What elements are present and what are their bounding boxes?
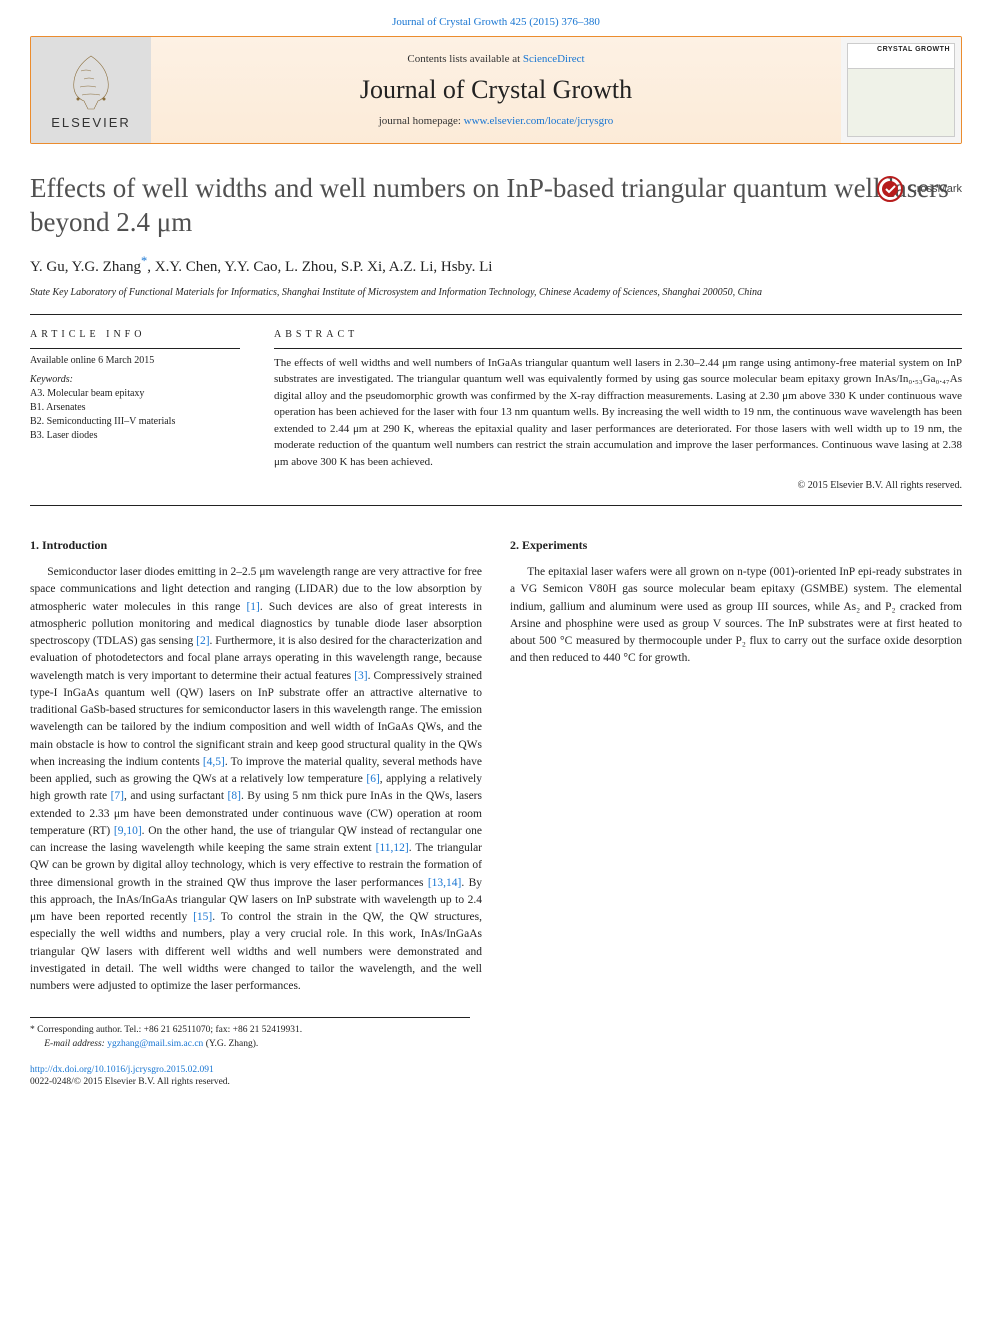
section-head-intro: 1. Introduction — [30, 536, 482, 554]
body-columns: 1. Introduction Semiconductor laser diod… — [30, 536, 962, 995]
crossmark-icon — [877, 176, 903, 202]
section-experiments: 2. Experiments The epitaxial laser wafer… — [510, 536, 962, 668]
ref-link[interactable]: [2] — [196, 635, 209, 647]
elsevier-tree-icon — [56, 51, 126, 111]
journal-banner: ELSEVIER Contents lists available at Sci… — [30, 36, 962, 144]
paragraph: The epitaxial laser wafers were all grow… — [510, 564, 962, 668]
crossmark-badge[interactable]: CrossMark — [877, 176, 962, 202]
article-info-col: ARTICLE INFO Available online 6 March 20… — [30, 329, 240, 492]
abstract-copyright: © 2015 Elsevier B.V. All rights reserved… — [274, 480, 962, 491]
publisher-logo-box: ELSEVIER — [31, 37, 151, 143]
ref-link[interactable]: [13,14] — [428, 877, 462, 889]
header-citation: Journal of Crystal Growth 425 (2015) 376… — [0, 0, 992, 36]
doi-link[interactable]: http://dx.doi.org/10.1016/j.jcrysgro.201… — [30, 1065, 214, 1075]
ref-link[interactable]: [3] — [354, 670, 367, 682]
sciencedirect-link[interactable]: ScienceDirect — [523, 53, 585, 65]
email-tail: (Y.G. Zhang). — [203, 1039, 258, 1049]
ref-link[interactable]: [15] — [193, 911, 212, 923]
doi-line: http://dx.doi.org/10.1016/j.jcrysgro.201… — [30, 1065, 962, 1075]
email-link[interactable]: ygzhang@mail.sim.ac.cn — [107, 1039, 203, 1049]
authors-rest: , X.Y. Chen, Y.Y. Cao, L. Zhou, S.P. Xi,… — [147, 259, 492, 275]
article-title: Effects of well widths and well numbers … — [30, 172, 962, 240]
author-lead: Y. Gu, Y.G. Zhang — [30, 259, 141, 275]
abstract-head: ABSTRACT — [274, 329, 962, 340]
ref-link[interactable]: [8] — [228, 790, 241, 802]
cover-brand-text: CRYSTAL GROWTH — [847, 43, 955, 69]
article-info-rule — [30, 348, 240, 349]
ref-link[interactable]: [1] — [246, 601, 259, 613]
text-run: , and using surfactant — [124, 790, 228, 802]
section-intro: 1. Introduction Semiconductor laser diod… — [30, 536, 482, 995]
keyword: B3. Laser diodes — [30, 429, 240, 443]
crossmark-label: CrossMark — [909, 183, 962, 195]
paragraph: Semiconductor laser diodes emitting in 2… — [30, 564, 482, 995]
elsevier-logo: ELSEVIER — [51, 51, 131, 130]
abstract-rule — [274, 348, 962, 349]
homepage-label: journal homepage: — [379, 115, 464, 127]
homepage-link[interactable]: www.elsevier.com/locate/jcrysgro — [464, 115, 614, 127]
meta-row: ARTICLE INFO Available online 6 March 20… — [30, 315, 962, 507]
article-info-head: ARTICLE INFO — [30, 329, 240, 340]
text-run: . Compressively strained type-I InGaAs q… — [30, 670, 482, 768]
available-online: Available online 6 March 2015 — [30, 355, 240, 366]
keyword: A3. Molecular beam epitaxy — [30, 387, 240, 401]
ref-link[interactable]: [9,10] — [114, 825, 142, 837]
elsevier-wordmark: ELSEVIER — [51, 115, 131, 130]
text-run: . To control the strain in the QW, the Q… — [30, 911, 482, 992]
ref-link[interactable]: [11,12] — [376, 842, 409, 854]
banner-center: Contents lists available at ScienceDirec… — [151, 37, 841, 143]
journal-homepage-line: journal homepage: www.elsevier.com/locat… — [379, 115, 614, 127]
ref-link[interactable]: [6] — [366, 773, 379, 785]
abstract-text: The effects of well widths and well numb… — [274, 355, 962, 471]
keyword: B2. Semiconducting III–V materials — [30, 415, 240, 429]
keywords-label: Keywords: — [30, 374, 240, 385]
corresponding-note: * Corresponding author. Tel.: +86 21 625… — [30, 1024, 470, 1037]
header-citation-link[interactable]: Journal of Crystal Growth 425 (2015) 376… — [392, 16, 600, 28]
email-label: E-mail address: — [44, 1039, 107, 1049]
keyword: B1. Arsenates — [30, 401, 240, 415]
contents-lists-text: Contents lists available at — [407, 53, 522, 65]
section-head-experiments: 2. Experiments — [510, 536, 962, 554]
contents-lists-line: Contents lists available at ScienceDirec… — [407, 53, 584, 65]
abstract-col: ABSTRACT The effects of well widths and … — [274, 329, 962, 492]
corresponding-footer: * Corresponding author. Tel.: +86 21 625… — [30, 1017, 470, 1051]
journal-name: Journal of Crystal Growth — [360, 75, 632, 105]
affiliation: State Key Laboratory of Functional Mater… — [30, 286, 962, 300]
issn-line: 0022-0248/© 2015 Elsevier B.V. All right… — [30, 1077, 962, 1087]
cover-thumbnail-box: CRYSTAL GROWTH — [841, 37, 961, 143]
ref-link[interactable]: [7] — [111, 790, 124, 802]
title-block: CrossMark Effects of well widths and wel… — [30, 172, 962, 315]
email-line: E-mail address: ygzhang@mail.sim.ac.cn (… — [30, 1038, 470, 1051]
cover-thumbnail: CRYSTAL GROWTH — [847, 43, 955, 137]
cover-body — [847, 69, 955, 137]
authors-line: Y. Gu, Y.G. Zhang*, X.Y. Chen, Y.Y. Cao,… — [30, 254, 962, 276]
ref-link[interactable]: [4,5] — [203, 756, 225, 768]
